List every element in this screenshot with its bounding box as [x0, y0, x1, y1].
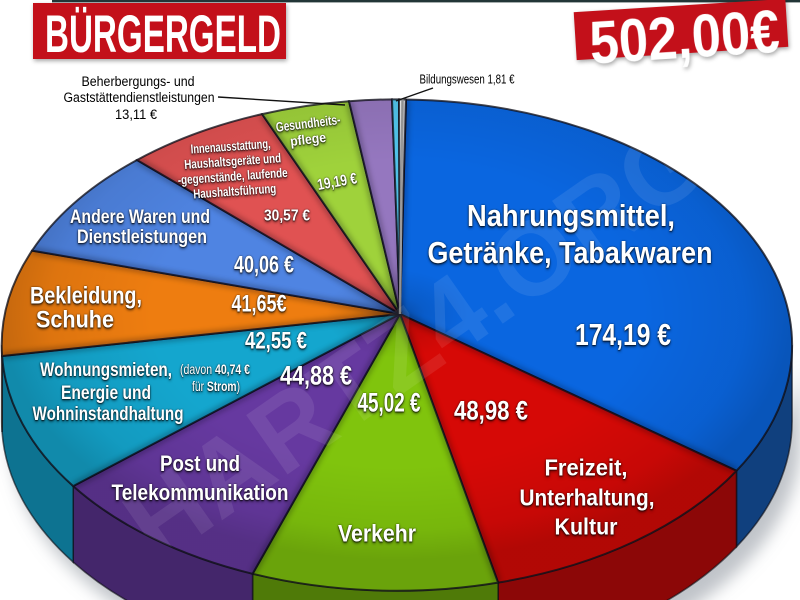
- svg-text:Gaststättendienstleistungen: Gaststättendienstleistungen: [64, 90, 215, 105]
- svg-text:Energie und: Energie und: [61, 382, 151, 404]
- svg-text:13,11 €: 13,11 €: [115, 107, 157, 122]
- svg-text:Verkehr: Verkehr: [338, 521, 416, 548]
- svg-text:Wohnungsmieten,: Wohnungsmieten,: [40, 359, 172, 381]
- svg-text:502,00€: 502,00€: [588, 0, 782, 77]
- svg-text:für Strom): für Strom): [192, 379, 240, 394]
- svg-text:Telekommunikation: Telekommunikation: [112, 480, 289, 505]
- svg-text:40,06 €: 40,06 €: [234, 252, 294, 279]
- svg-text:BÜRGERGELD: BÜRGERGELD: [45, 5, 281, 64]
- svg-text:Freizeit,: Freizeit,: [545, 454, 628, 480]
- svg-text:45,02 €: 45,02 €: [358, 388, 421, 418]
- svg-text:19,19 €: 19,19 €: [316, 170, 359, 194]
- svg-text:(davon 40,74 €: (davon 40,74 €: [180, 362, 250, 377]
- svg-text:Kultur: Kultur: [555, 513, 618, 539]
- svg-text:Getränke, Tabakwaren: Getränke, Tabakwaren: [428, 235, 713, 270]
- svg-text:Nahrungsmittel,: Nahrungsmittel,: [467, 198, 675, 233]
- svg-text:pflege: pflege: [289, 130, 327, 149]
- svg-text:30,57 €: 30,57 €: [264, 208, 310, 225]
- svg-text:42,55 €: 42,55 €: [245, 328, 307, 355]
- svg-text:Bildungswesen 1,81 €: Bildungswesen 1,81 €: [420, 73, 515, 87]
- svg-text:44,88 €: 44,88 €: [280, 361, 352, 391]
- svg-text:Unterhaltung,: Unterhaltung,: [520, 484, 655, 510]
- svg-text:Wohninstandhaltung: Wohninstandhaltung: [33, 403, 184, 425]
- svg-text:Bekleidung,: Bekleidung,: [30, 283, 142, 310]
- svg-text:48,98 €: 48,98 €: [454, 396, 528, 426]
- svg-text:Dienstleistungen: Dienstleistungen: [77, 227, 207, 248]
- svg-text:Beherbergungs- und: Beherbergungs- und: [82, 74, 195, 89]
- svg-text:174,19 €: 174,19 €: [575, 317, 671, 352]
- svg-text:41,65€: 41,65€: [232, 291, 287, 318]
- svg-text:Haushaltsgeräte und: Haushaltsgeräte und: [184, 150, 282, 172]
- svg-text:Post und: Post und: [160, 451, 240, 476]
- svg-text:Haushaltsführung: Haushaltsführung: [193, 181, 277, 202]
- svg-text:Andere Waren und: Andere Waren und: [70, 207, 210, 228]
- svg-text:Schuhe: Schuhe: [36, 307, 114, 334]
- svg-text:Innenausstattung,: Innenausstattung,: [190, 136, 271, 157]
